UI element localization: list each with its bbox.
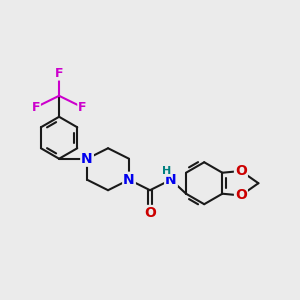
Text: O: O bbox=[144, 206, 156, 220]
Text: N: N bbox=[165, 173, 177, 187]
Text: F: F bbox=[78, 101, 87, 114]
Text: N: N bbox=[123, 173, 135, 187]
Text: F: F bbox=[32, 101, 40, 114]
Text: H: H bbox=[162, 166, 171, 176]
Text: O: O bbox=[235, 164, 247, 178]
Text: N: N bbox=[81, 152, 93, 166]
Text: F: F bbox=[55, 67, 63, 80]
Text: O: O bbox=[235, 188, 247, 203]
